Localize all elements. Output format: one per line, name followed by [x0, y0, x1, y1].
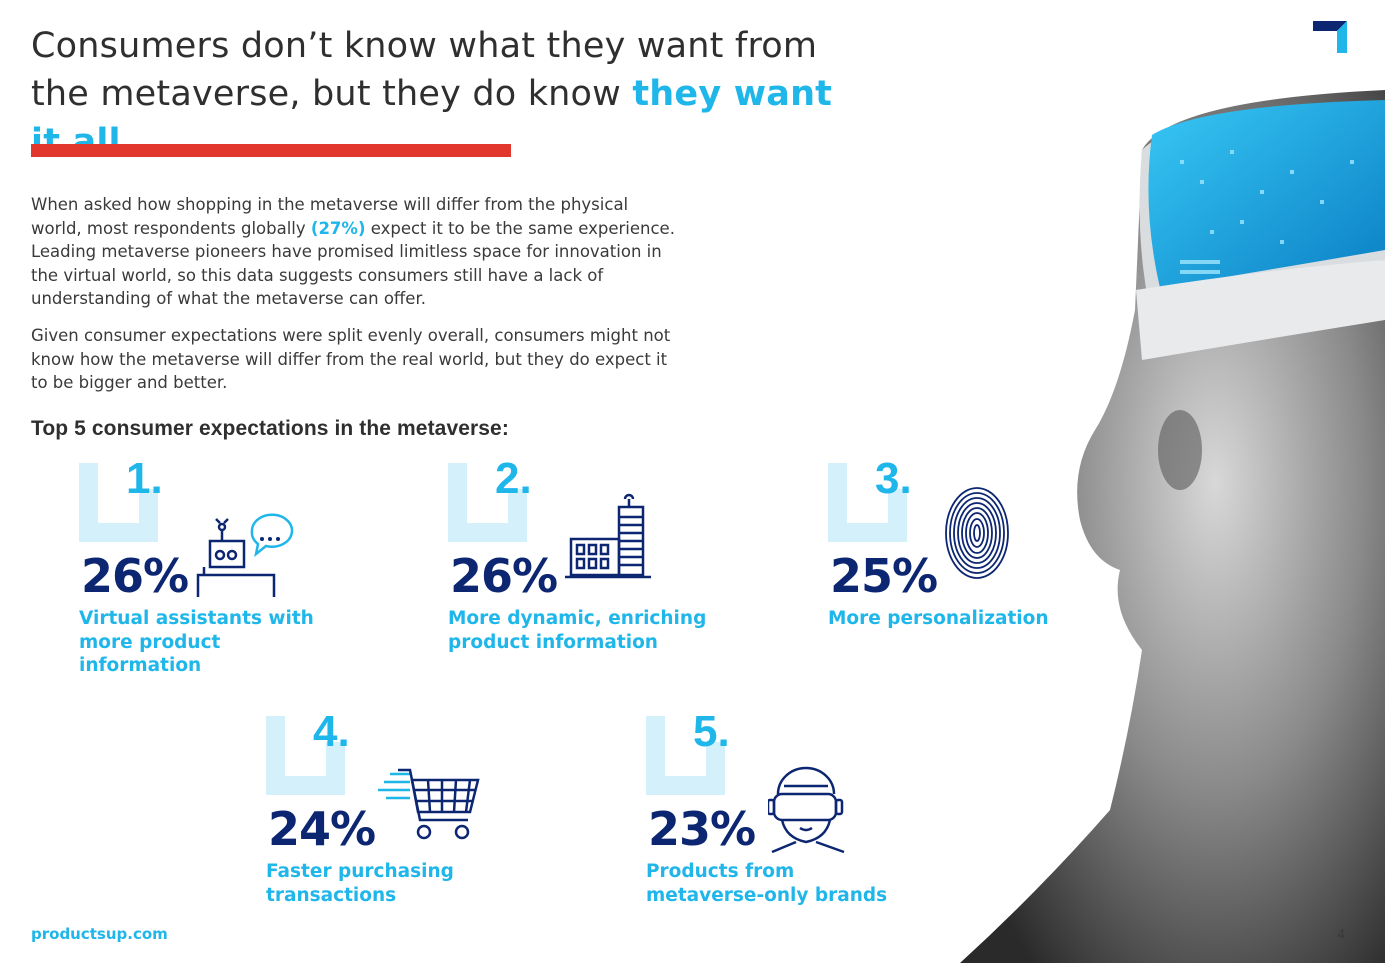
- fingerprint-icon: [945, 487, 1009, 579]
- rank-number: 1.: [126, 454, 163, 503]
- rank-number: 3.: [875, 454, 912, 503]
- rank-bracket: [79, 463, 158, 542]
- section-subhead: Top 5 consumer expectations in the metav…: [31, 417, 509, 440]
- building-icon: [565, 493, 651, 579]
- expectation-label: Virtual assistants with more product inf…: [79, 608, 314, 676]
- footer-site-link[interactable]: productsup.com: [31, 925, 168, 943]
- expectation-item-2: 2. 26% More dynamic, enriching product i…: [448, 454, 748, 703]
- virtual-assistant-icon: [196, 513, 294, 597]
- expectation-item-1: 1. 26% Virtual assistants with more prod…: [79, 454, 379, 703]
- rank-bracket: [266, 716, 345, 795]
- title-underline-bar: [31, 144, 511, 157]
- intro-paragraph-2: Given consumer expectations were split e…: [31, 326, 671, 392]
- rank-bracket: [448, 463, 527, 542]
- expectation-label: More personalization: [828, 608, 1049, 629]
- rank-number: 5.: [693, 707, 730, 756]
- brand-logo-icon: [1313, 21, 1347, 53]
- rank-number: 2.: [495, 454, 532, 503]
- page-title: Consumers don’t know what they want from…: [31, 26, 833, 162]
- expectation-percent: 24%: [268, 802, 376, 856]
- expectation-item-4: 4. 24% Faster purchasing transactions: [266, 707, 566, 956]
- expectation-label: Products from metaverse-only brands: [646, 861, 888, 906]
- intro-paragraph-1: When asked how shopping in the metaverse…: [31, 195, 675, 308]
- expectation-item-3: 3. 25% More personalization: [828, 454, 1128, 703]
- expectation-percent: 26%: [81, 549, 189, 603]
- vr-person-illustration: [960, 90, 1385, 963]
- expectation-percent: 26%: [450, 549, 558, 603]
- rank-bracket: [828, 463, 907, 542]
- expectation-item-5: 5. 23% Products from metaverse-only bran…: [646, 707, 946, 956]
- expectation-label: Faster purchasing transactions: [266, 861, 454, 906]
- expectation-percent: 23%: [648, 802, 756, 856]
- shopping-cart-icon: [378, 768, 480, 840]
- rank-bracket: [646, 716, 725, 795]
- intro-highlight-percent: (27%): [310, 218, 366, 238]
- expectation-percent: 25%: [830, 549, 938, 603]
- expectation-label: More dynamic, enriching product informat…: [448, 608, 707, 653]
- vr-headset-icon: [768, 766, 845, 854]
- page-number: 4: [1337, 928, 1346, 943]
- rank-number: 4.: [313, 707, 350, 756]
